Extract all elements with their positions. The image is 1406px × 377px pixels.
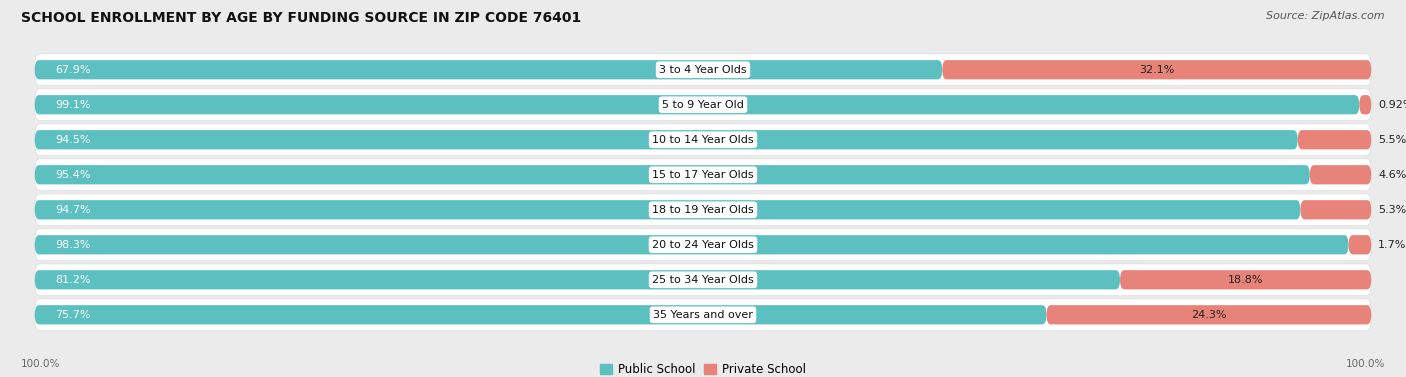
Text: 100.0%: 100.0% (1346, 359, 1385, 369)
FancyBboxPatch shape (942, 60, 1371, 80)
FancyBboxPatch shape (35, 130, 1298, 149)
Text: 15 to 17 Year Olds: 15 to 17 Year Olds (652, 170, 754, 180)
Text: 0.92%: 0.92% (1378, 100, 1406, 110)
Text: Source: ZipAtlas.com: Source: ZipAtlas.com (1267, 11, 1385, 21)
Text: 100.0%: 100.0% (21, 359, 60, 369)
Text: 81.2%: 81.2% (55, 275, 90, 285)
Text: 35 Years and over: 35 Years and over (652, 310, 754, 320)
Text: 20 to 24 Year Olds: 20 to 24 Year Olds (652, 240, 754, 250)
Text: 5.3%: 5.3% (1378, 205, 1406, 215)
FancyBboxPatch shape (35, 229, 1371, 261)
FancyBboxPatch shape (35, 159, 1371, 191)
FancyBboxPatch shape (1046, 305, 1371, 325)
Text: 5 to 9 Year Old: 5 to 9 Year Old (662, 100, 744, 110)
FancyBboxPatch shape (35, 60, 942, 80)
FancyBboxPatch shape (35, 305, 1046, 325)
Text: 5.5%: 5.5% (1378, 135, 1406, 145)
FancyBboxPatch shape (35, 194, 1371, 226)
FancyBboxPatch shape (35, 200, 1301, 219)
Text: 32.1%: 32.1% (1139, 65, 1174, 75)
FancyBboxPatch shape (1348, 235, 1371, 254)
Text: 99.1%: 99.1% (55, 100, 90, 110)
FancyBboxPatch shape (1121, 270, 1371, 290)
Text: 98.3%: 98.3% (55, 240, 90, 250)
Text: 10 to 14 Year Olds: 10 to 14 Year Olds (652, 135, 754, 145)
FancyBboxPatch shape (35, 270, 1121, 290)
FancyBboxPatch shape (35, 235, 1348, 254)
Text: 24.3%: 24.3% (1191, 310, 1226, 320)
Text: 25 to 34 Year Olds: 25 to 34 Year Olds (652, 275, 754, 285)
FancyBboxPatch shape (1298, 130, 1371, 149)
Text: SCHOOL ENROLLMENT BY AGE BY FUNDING SOURCE IN ZIP CODE 76401: SCHOOL ENROLLMENT BY AGE BY FUNDING SOUR… (21, 11, 581, 25)
Legend: Public School, Private School: Public School, Private School (595, 358, 811, 377)
FancyBboxPatch shape (35, 89, 1371, 121)
FancyBboxPatch shape (35, 165, 1310, 184)
Text: 1.7%: 1.7% (1378, 240, 1406, 250)
Text: 75.7%: 75.7% (55, 310, 90, 320)
Text: 94.5%: 94.5% (55, 135, 90, 145)
FancyBboxPatch shape (35, 264, 1371, 296)
Text: 94.7%: 94.7% (55, 205, 91, 215)
Text: 95.4%: 95.4% (55, 170, 90, 180)
FancyBboxPatch shape (35, 124, 1371, 156)
FancyBboxPatch shape (1360, 95, 1371, 114)
Text: 67.9%: 67.9% (55, 65, 90, 75)
FancyBboxPatch shape (35, 299, 1371, 331)
FancyBboxPatch shape (35, 95, 1360, 114)
Text: 18.8%: 18.8% (1227, 275, 1264, 285)
Text: 4.6%: 4.6% (1378, 170, 1406, 180)
Text: 3 to 4 Year Olds: 3 to 4 Year Olds (659, 65, 747, 75)
Text: 18 to 19 Year Olds: 18 to 19 Year Olds (652, 205, 754, 215)
FancyBboxPatch shape (1310, 165, 1371, 184)
FancyBboxPatch shape (35, 54, 1371, 86)
FancyBboxPatch shape (1301, 200, 1371, 219)
